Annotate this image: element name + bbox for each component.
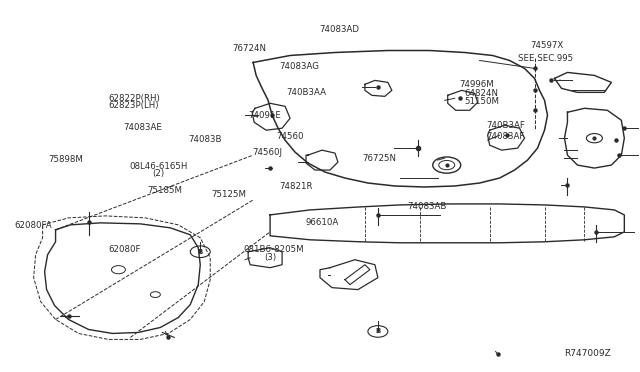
Text: (2): (2) — [153, 169, 165, 178]
Text: 74560J: 74560J — [252, 148, 282, 157]
Text: B: B — [375, 328, 381, 334]
Text: 96610A: 96610A — [306, 218, 339, 227]
Text: (3): (3) — [264, 253, 276, 262]
Text: 74083AB: 74083AB — [407, 202, 446, 211]
Text: 081B6-8205M: 081B6-8205M — [243, 245, 304, 254]
Text: 75898M: 75898M — [48, 155, 83, 164]
Text: 74083AG: 74083AG — [279, 62, 319, 71]
Text: 62080F: 62080F — [108, 245, 141, 254]
Text: 74560: 74560 — [276, 132, 304, 141]
Text: 62823P(LH): 62823P(LH) — [108, 102, 159, 110]
Text: 75185M: 75185M — [148, 186, 182, 195]
Text: 64824N: 64824N — [465, 89, 499, 98]
Text: 62822P(RH): 62822P(RH) — [108, 94, 160, 103]
Text: SEE SEC.995: SEE SEC.995 — [518, 54, 573, 62]
Text: 51150M: 51150M — [465, 97, 499, 106]
Text: B: B — [198, 249, 203, 255]
Text: 74083AD: 74083AD — [319, 25, 359, 34]
Text: 74083AF: 74083AF — [486, 132, 524, 141]
Text: 74083B: 74083B — [188, 135, 222, 144]
Text: 740B3AA: 740B3AA — [287, 88, 327, 97]
Text: 74091E: 74091E — [248, 111, 282, 120]
Text: 74996M: 74996M — [460, 80, 494, 89]
Text: 62080FA: 62080FA — [15, 221, 52, 230]
Text: 74821R: 74821R — [279, 182, 312, 190]
Text: 08L46-6165H: 08L46-6165H — [130, 162, 188, 171]
Text: 76725N: 76725N — [362, 154, 396, 163]
Text: R747009Z: R747009Z — [564, 349, 611, 358]
Text: 74597X: 74597X — [531, 41, 564, 50]
Text: 740B3AF: 740B3AF — [486, 122, 525, 131]
Text: 75125M: 75125M — [211, 190, 246, 199]
Text: 74083AE: 74083AE — [124, 123, 162, 132]
Text: 76724N: 76724N — [232, 44, 266, 53]
